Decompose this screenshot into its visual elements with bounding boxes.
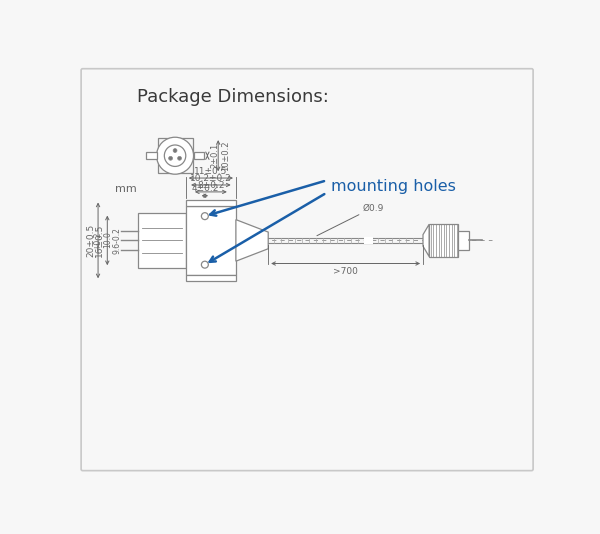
Text: 20±0.5: 20±0.5: [86, 224, 95, 257]
Bar: [186, 200, 236, 206]
Bar: [194, 152, 205, 159]
Text: 2±0.1: 2±0.1: [211, 143, 220, 168]
Text: mounting holes: mounting holes: [331, 179, 455, 194]
FancyBboxPatch shape: [81, 69, 533, 470]
Polygon shape: [423, 224, 429, 256]
Text: Package Dimensions:: Package Dimensions:: [137, 88, 328, 106]
Text: 11±0.5: 11±0.5: [194, 167, 227, 176]
Bar: [186, 275, 236, 281]
Text: 10.2±0.2: 10.2±0.2: [190, 174, 232, 183]
Text: 8±0.2: 8±0.2: [197, 180, 224, 190]
Text: 9.6-0.2: 9.6-0.2: [112, 227, 121, 254]
Bar: [146, 152, 157, 159]
Bar: [186, 206, 236, 275]
Text: 10±0.2: 10±0.2: [221, 140, 230, 171]
Bar: [138, 213, 186, 268]
Circle shape: [178, 156, 181, 160]
Bar: [429, 224, 458, 256]
Bar: [458, 231, 469, 250]
Text: 16±0.5: 16±0.5: [95, 224, 104, 257]
Circle shape: [157, 137, 194, 174]
Circle shape: [202, 213, 208, 219]
Circle shape: [164, 145, 186, 167]
Text: mm: mm: [115, 184, 137, 194]
Circle shape: [173, 148, 177, 153]
Polygon shape: [236, 219, 268, 261]
Circle shape: [169, 156, 173, 160]
Bar: [364, 237, 373, 244]
Text: +0.2
10.0: +0.2 10.0: [93, 231, 113, 249]
Text: 4±0.2: 4±0.2: [191, 184, 218, 193]
Bar: [158, 138, 193, 173]
Circle shape: [202, 261, 208, 268]
Text: >700: >700: [333, 268, 358, 277]
Text: Ø0.9: Ø0.9: [363, 203, 385, 213]
